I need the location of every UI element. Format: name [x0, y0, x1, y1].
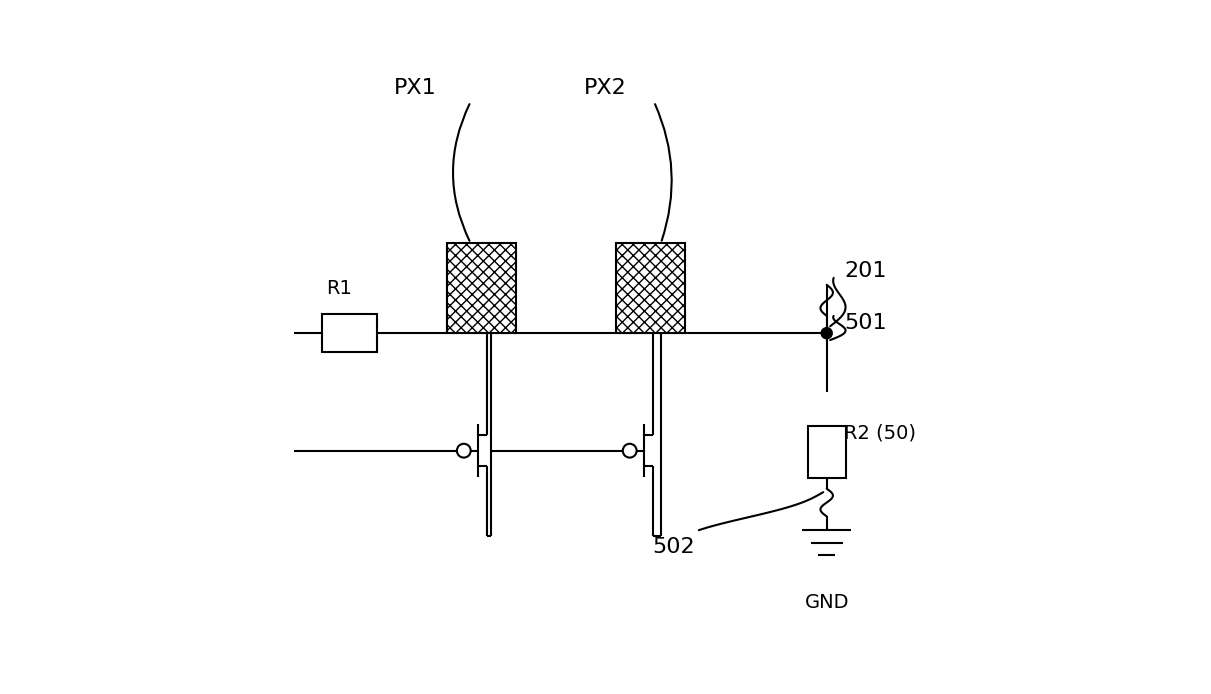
Circle shape — [821, 328, 832, 339]
Text: R2 (50): R2 (50) — [844, 424, 916, 443]
Text: 501: 501 — [844, 313, 886, 333]
Text: 502: 502 — [653, 537, 695, 557]
Bar — [322, 314, 378, 352]
Text: PX2: PX2 — [584, 78, 626, 98]
Text: GND: GND — [804, 593, 849, 612]
Bar — [808, 427, 845, 478]
Text: PX1: PX1 — [394, 78, 436, 98]
Bar — [447, 244, 516, 333]
Text: 201: 201 — [844, 261, 886, 281]
Text: R1: R1 — [327, 279, 352, 298]
Bar — [616, 244, 685, 333]
